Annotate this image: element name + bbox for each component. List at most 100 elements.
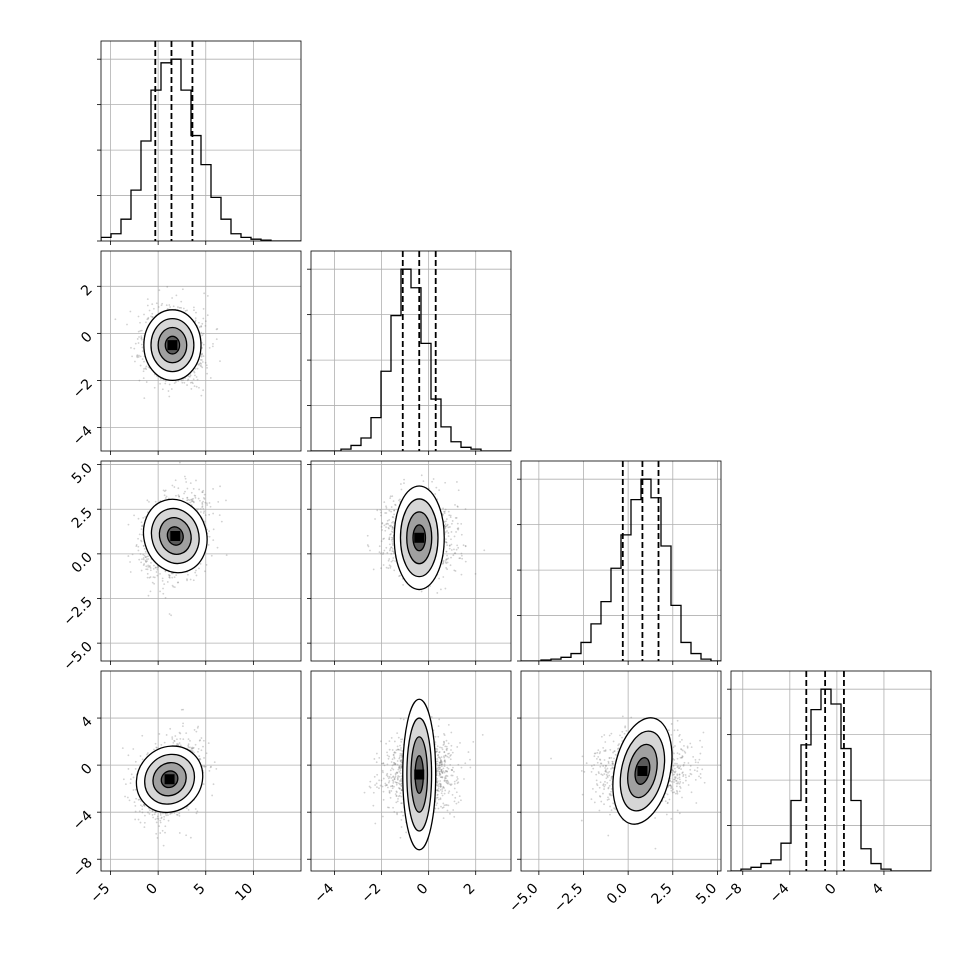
sample-point (446, 558, 449, 561)
sample-point (188, 375, 191, 378)
sample-point (166, 307, 169, 310)
sample-point (391, 550, 394, 552)
sample-point (454, 517, 457, 519)
sample-point (474, 572, 477, 575)
y-tick-label: 0 (78, 329, 96, 347)
sample-point (182, 722, 184, 725)
sample-point (225, 499, 227, 502)
sample-point (225, 554, 228, 557)
sample-point (209, 377, 212, 379)
sample-point (202, 512, 205, 514)
sample-point (216, 327, 219, 330)
sample-point (127, 523, 130, 526)
sample-point (173, 486, 176, 488)
sample-point (160, 743, 163, 746)
sample-point (389, 565, 392, 568)
sample-point (159, 590, 161, 593)
sample-point (383, 501, 386, 504)
sample-point (165, 495, 168, 498)
sample-point (151, 315, 154, 318)
sample-point (178, 495, 181, 498)
sample-point (399, 483, 402, 485)
sample-point (176, 581, 179, 584)
sample-point (195, 311, 197, 314)
sample-point (385, 526, 387, 529)
sample-point (392, 557, 395, 559)
sample-point (146, 568, 149, 571)
panel-content (366, 474, 486, 594)
sample-point (197, 363, 200, 366)
sample-point (198, 567, 200, 570)
sample-point (192, 500, 195, 503)
sample-point (381, 529, 384, 531)
sample-point (160, 304, 163, 307)
sample-point (161, 302, 164, 305)
sample-point (178, 495, 180, 498)
density-peak (414, 532, 425, 543)
sample-point (206, 366, 208, 369)
sample-point (455, 531, 457, 533)
sample-point (456, 527, 459, 530)
sample-point (140, 800, 142, 802)
sample-point (154, 566, 157, 569)
sample-point (138, 558, 141, 561)
sample-point (189, 746, 191, 749)
sample-point (183, 381, 186, 384)
sample-point (390, 546, 392, 549)
sample-point (420, 590, 423, 593)
sample-point (141, 808, 144, 811)
sample-point (141, 358, 144, 360)
sample-point (186, 384, 188, 386)
sample-point (142, 545, 145, 547)
sample-point (366, 534, 369, 537)
sample-point (184, 477, 187, 480)
sample-point (177, 306, 179, 309)
sample-point (142, 564, 145, 566)
sample-point (445, 525, 448, 528)
sample-point (193, 371, 196, 374)
sample-point (389, 547, 392, 550)
sample-point (157, 566, 160, 569)
sample-point (422, 480, 425, 483)
sample-point (192, 746, 195, 749)
sample-point (152, 307, 155, 310)
sample-point (462, 544, 465, 547)
sample-point (163, 818, 165, 821)
sample-point (215, 767, 218, 770)
sample-point (205, 564, 208, 566)
sample-point (154, 500, 157, 503)
sample-point (189, 482, 192, 485)
sample-point (456, 522, 459, 525)
sample-point (143, 554, 146, 557)
sample-point (191, 381, 193, 384)
sample-point (177, 494, 180, 497)
sample-point (445, 550, 448, 553)
sample-point (137, 315, 140, 318)
sample-point (189, 374, 192, 377)
sample-point (394, 504, 397, 507)
sample-point (202, 496, 205, 499)
sample-point (133, 347, 136, 350)
sample-point (135, 545, 138, 548)
sample-point (202, 489, 205, 492)
sample-point (142, 558, 145, 561)
sample-point (187, 738, 190, 741)
sample-point (386, 519, 389, 522)
sample-point (153, 386, 156, 389)
sample-point (449, 526, 451, 528)
sample-point (147, 366, 150, 369)
sample-point (138, 336, 140, 338)
sample-point (156, 815, 159, 818)
sample-point (202, 500, 204, 503)
sample-point (175, 574, 178, 576)
sample-point (144, 556, 147, 558)
sample-point (192, 501, 195, 504)
sample-point (187, 573, 189, 576)
sample-point (143, 397, 146, 400)
sample-point (140, 338, 143, 341)
sample-point (445, 567, 448, 569)
sample-point (450, 522, 453, 525)
sample-point (199, 758, 202, 761)
sample-point (168, 574, 171, 577)
